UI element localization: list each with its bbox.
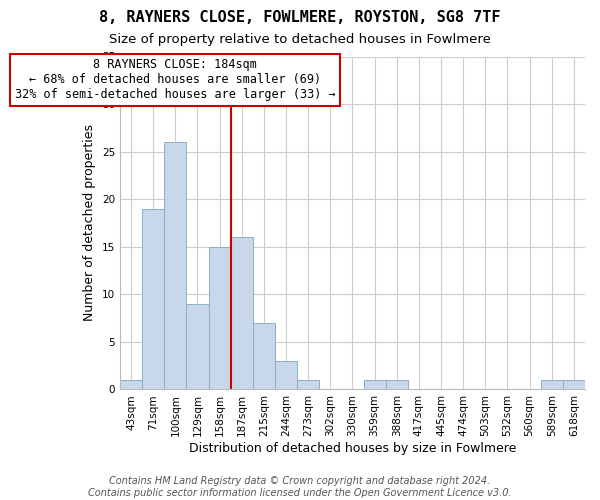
Bar: [297, 380, 319, 390]
Bar: [364, 380, 386, 390]
Bar: [120, 380, 142, 390]
Bar: [164, 142, 187, 390]
Bar: [253, 323, 275, 390]
Text: 8, RAYNERS CLOSE, FOWLMERE, ROYSTON, SG8 7TF: 8, RAYNERS CLOSE, FOWLMERE, ROYSTON, SG8…: [99, 10, 501, 25]
Text: 8 RAYNERS CLOSE: 184sqm
← 68% of detached houses are smaller (69)
32% of semi-de: 8 RAYNERS CLOSE: 184sqm ← 68% of detache…: [15, 58, 335, 102]
Bar: [275, 361, 297, 390]
Bar: [386, 380, 408, 390]
Bar: [230, 237, 253, 390]
Text: Size of property relative to detached houses in Fowlmere: Size of property relative to detached ho…: [109, 32, 491, 46]
Bar: [142, 208, 164, 390]
Text: Contains HM Land Registry data © Crown copyright and database right 2024.
Contai: Contains HM Land Registry data © Crown c…: [88, 476, 512, 498]
X-axis label: Distribution of detached houses by size in Fowlmere: Distribution of detached houses by size …: [189, 442, 516, 455]
Bar: [187, 304, 209, 390]
Y-axis label: Number of detached properties: Number of detached properties: [83, 124, 96, 322]
Bar: [209, 247, 230, 390]
Bar: [541, 380, 563, 390]
Bar: [563, 380, 585, 390]
